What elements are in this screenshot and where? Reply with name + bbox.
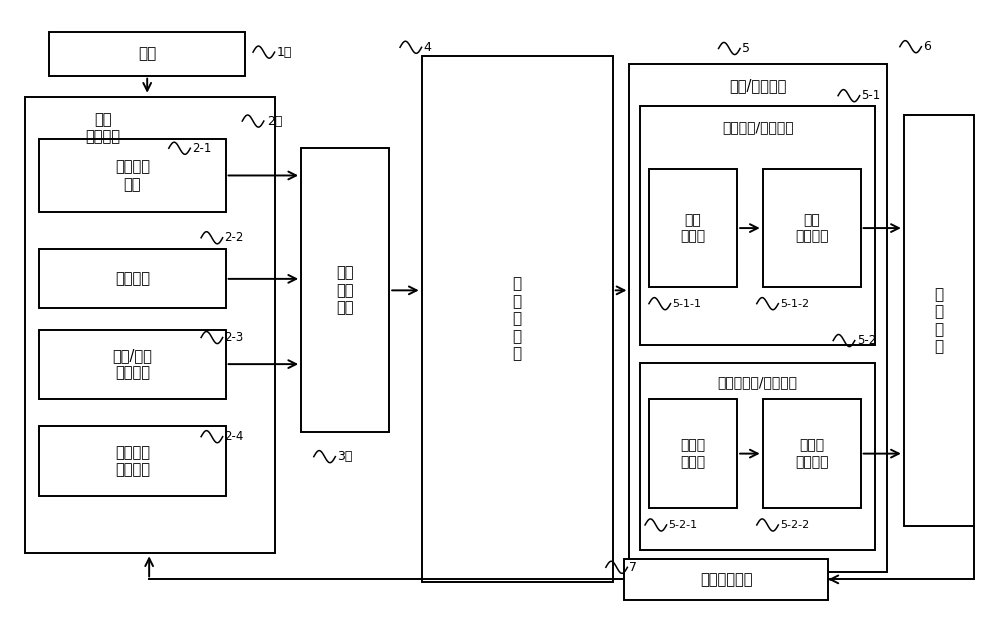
Text: 进给轴伺服/驱动系统: 进给轴伺服/驱动系统 (718, 375, 798, 389)
Text: 6: 6 (923, 40, 931, 53)
Text: 位置控制
插补模块: 位置控制 插补模块 (115, 445, 150, 478)
Text: 数
控
机
床: 数 控 机 床 (934, 287, 944, 354)
Bar (640, 363, 875, 550)
Bar (39, 139, 226, 212)
Bar (649, 170, 737, 288)
Text: 5-1-2: 5-1-2 (780, 299, 809, 308)
Text: 定时/中断
插补模块: 定时/中断 插补模块 (113, 348, 152, 381)
Text: 7: 7 (629, 561, 637, 574)
Text: 2-1: 2-1 (192, 142, 212, 155)
Bar (624, 559, 828, 600)
Bar (763, 399, 861, 508)
Bar (763, 170, 861, 288)
Text: 主轴
驱动器: 主轴 驱动器 (680, 213, 706, 244)
Text: 2-3: 2-3 (225, 331, 244, 344)
Bar (640, 106, 875, 345)
Text: 插
补
控
制
器: 插 补 控 制 器 (512, 276, 521, 361)
Bar (301, 148, 389, 433)
Text: 进给轴
驱动器: 进给轴 驱动器 (680, 439, 706, 469)
Text: 2-4: 2-4 (225, 430, 244, 443)
Text: 3．: 3． (337, 450, 353, 463)
Text: 主轴
伺服电机: 主轴 伺服电机 (795, 213, 828, 244)
Text: 伺服/驱动系统: 伺服/驱动系统 (729, 78, 786, 94)
Text: 高速
插补装置: 高速 插补装置 (86, 112, 121, 144)
Text: 通讯
接口
模块: 通讯 接口 模块 (336, 265, 354, 315)
Text: 5-1-1: 5-1-1 (672, 299, 701, 308)
Text: 5-1: 5-1 (862, 89, 881, 102)
Text: 2．: 2． (267, 115, 282, 128)
Bar (904, 115, 974, 526)
Text: 位置检测装置: 位置检测装置 (700, 572, 753, 587)
Bar (39, 426, 226, 496)
Text: 人机接口
模块: 人机接口 模块 (115, 159, 150, 192)
Text: 4: 4 (424, 41, 431, 54)
Text: 主机: 主机 (138, 46, 156, 62)
Text: 1．: 1． (277, 46, 292, 59)
Text: 5-2-1: 5-2-1 (669, 520, 698, 530)
Text: 5: 5 (742, 42, 750, 55)
Bar (49, 32, 245, 76)
Bar (629, 64, 887, 571)
Text: 5-2-2: 5-2-2 (780, 520, 810, 530)
Text: 主轴伺服/驱动系统: 主轴伺服/驱动系统 (722, 120, 794, 134)
Bar (649, 399, 737, 508)
Bar (25, 97, 275, 553)
Text: 5-2: 5-2 (857, 334, 876, 347)
Bar (422, 56, 613, 582)
Text: 加工模块: 加工模块 (115, 271, 150, 286)
Text: 进给轴
伺服电机: 进给轴 伺服电机 (795, 439, 828, 469)
Text: 2-2: 2-2 (225, 231, 244, 244)
Bar (39, 329, 226, 399)
Bar (39, 249, 226, 308)
